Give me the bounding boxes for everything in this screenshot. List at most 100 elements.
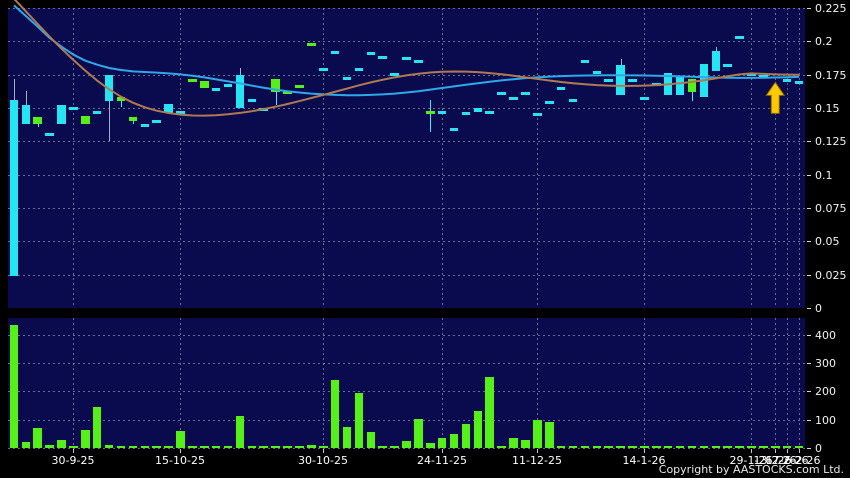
- date-axis-tick: [442, 449, 443, 453]
- volume-bar: [770, 446, 780, 448]
- volume-bar: [378, 446, 387, 448]
- candle-wick: [276, 78, 277, 106]
- price-gridline-v: [799, 8, 800, 308]
- date-axis-tick: [323, 449, 324, 453]
- candle-body: [544, 101, 554, 105]
- price-axis-tick: [807, 108, 811, 109]
- candle-body: [295, 85, 304, 89]
- volume-bar: [176, 431, 185, 448]
- candle-body: [449, 128, 459, 131]
- price-axis-tick: [807, 175, 811, 176]
- volume-bar: [782, 446, 792, 448]
- volume-gridline-v: [787, 318, 788, 448]
- candle-body: [414, 60, 423, 63]
- volume-bar: [271, 446, 280, 448]
- candle-body: [152, 120, 161, 123]
- volume-bar: [699, 446, 709, 448]
- candle-body: [509, 97, 518, 101]
- price-gridline-v: [644, 8, 645, 308]
- candle-body: [9, 100, 19, 276]
- volume-bar: [759, 446, 768, 448]
- volume-bar: [568, 446, 578, 448]
- candle-body: [199, 81, 209, 88]
- volume-axis-label: 0: [815, 442, 822, 455]
- volume-bar: [533, 420, 542, 448]
- volume-bar: [57, 440, 66, 448]
- volume-bar: [449, 434, 459, 448]
- candle-body: [592, 70, 602, 74]
- date-axis-label: 17-2-26: [765, 454, 809, 467]
- volume-bar: [354, 392, 364, 448]
- volume-bar: [794, 446, 804, 448]
- volume-bar: [318, 446, 328, 448]
- price-axis-label: 0.025: [815, 269, 847, 282]
- volume-bar: [81, 430, 90, 448]
- candle-body: [604, 78, 613, 82]
- volume-bar: [259, 446, 269, 448]
- volume-chart-panel[interactable]: [8, 318, 805, 449]
- candle-body: [21, 105, 31, 124]
- date-axis-tick: [787, 449, 788, 453]
- volume-bar: [544, 422, 554, 448]
- candle-wick: [109, 74, 110, 142]
- volume-bar: [342, 426, 352, 448]
- volume-bar: [735, 446, 744, 448]
- volume-bar: [711, 446, 721, 448]
- volume-axis-tick: [807, 391, 811, 392]
- date-axis-tick: [537, 449, 538, 453]
- price-axis-label: 0.175: [815, 69, 847, 82]
- volume-bar: [307, 445, 316, 448]
- candle-body: [116, 97, 126, 102]
- volume-bar: [92, 407, 102, 448]
- date-axis-label: 13-2-26: [753, 454, 797, 467]
- price-chart-panel[interactable]: [8, 0, 805, 309]
- volume-gridline-v: [323, 318, 324, 448]
- date-axis-tick: [775, 449, 776, 453]
- volume-bar: [104, 445, 114, 448]
- volume-axis-label: 300: [815, 357, 836, 370]
- volume-gridline-v: [180, 318, 181, 448]
- candle-body: [354, 68, 364, 71]
- volume-bar: [211, 446, 221, 448]
- volume-bar: [675, 446, 685, 448]
- candle-body: [104, 74, 114, 102]
- volume-bar: [140, 446, 150, 448]
- price-gridline-h: [8, 108, 805, 109]
- price-axis-label: 0.225: [815, 2, 847, 15]
- candle-body: [247, 98, 257, 102]
- volume-bar: [485, 377, 495, 448]
- volume-bar: [402, 441, 411, 448]
- volume-bar: [247, 446, 257, 448]
- price-axis-tick: [807, 141, 811, 142]
- volume-bar: [687, 446, 697, 448]
- price-gridline-h: [8, 8, 805, 9]
- candle-body: [390, 73, 399, 77]
- date-axis-tick: [751, 449, 752, 453]
- volume-bar: [723, 446, 732, 448]
- copyright-notice: Copyright by AASTOCKS.com Ltd.: [658, 463, 844, 476]
- panel-separator: [8, 308, 805, 318]
- candle-body: [616, 65, 625, 95]
- arrow-up-icon: [765, 81, 786, 114]
- candle-body: [497, 92, 506, 95]
- candle-body: [342, 77, 352, 81]
- moving-average-line: [13, 0, 800, 117]
- volume-gridline-v: [73, 318, 74, 448]
- volume-gridline-v: [799, 318, 800, 448]
- candle-body: [735, 36, 744, 39]
- volume-bar: [616, 446, 625, 448]
- volume-gridline-v: [442, 318, 443, 448]
- price-axis-tick: [807, 241, 811, 242]
- price-axis-tick: [807, 41, 811, 42]
- candle-body: [747, 73, 756, 77]
- candle-body: [330, 50, 340, 54]
- volume-bar: [461, 423, 471, 448]
- date-axis-label: 24-11-25: [417, 454, 467, 467]
- volume-bar: [366, 431, 376, 448]
- volume-bar: [509, 438, 518, 448]
- volume-bar: [426, 443, 435, 448]
- date-axis-label: 15-10-25: [155, 454, 205, 467]
- price-gridline-v: [751, 8, 752, 308]
- candle-body: [69, 106, 78, 110]
- date-axis-label: 30-9-25: [51, 454, 95, 467]
